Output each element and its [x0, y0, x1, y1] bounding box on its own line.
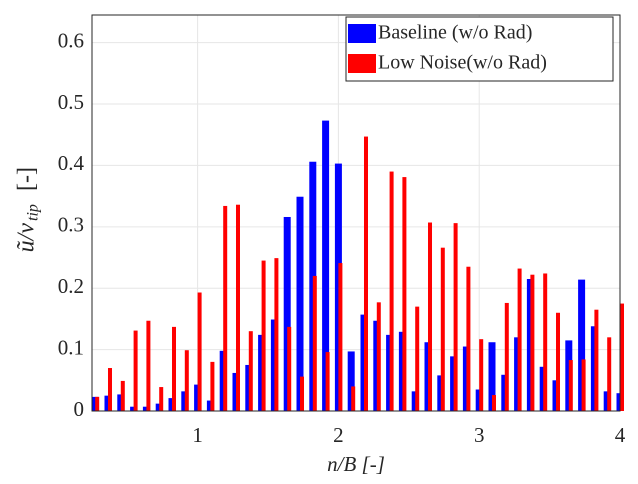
bar — [453, 223, 458, 411]
bar — [556, 312, 561, 411]
bar — [223, 205, 228, 411]
bar — [274, 258, 279, 411]
bar — [338, 263, 343, 411]
axes-frame — [91, 14, 621, 412]
bar — [466, 266, 471, 411]
bar — [312, 275, 317, 411]
x-tick-label: 4 — [615, 423, 626, 447]
bar — [210, 361, 215, 411]
bar — [376, 302, 381, 411]
bar — [283, 216, 291, 411]
bar — [479, 339, 484, 411]
bar — [543, 273, 548, 411]
bar — [107, 368, 112, 411]
y-label-subscript: tip — [25, 204, 42, 221]
bar — [568, 360, 573, 411]
x-tick-label: 1 — [192, 423, 203, 447]
bar — [296, 196, 304, 411]
bar — [351, 386, 356, 411]
bar — [620, 303, 624, 411]
bar — [133, 330, 138, 411]
bar — [120, 380, 125, 411]
bar — [530, 274, 535, 411]
bar — [347, 351, 355, 411]
bar — [578, 279, 586, 411]
bar — [415, 306, 420, 411]
legend-label: Low Noise(w/o Rad) — [378, 52, 547, 74]
bar — [146, 320, 151, 411]
bar — [184, 350, 189, 411]
y-tick-label: 0.5 — [58, 90, 84, 114]
y-label-unit: [-] — [14, 167, 40, 191]
bar — [402, 177, 407, 411]
y-tick-label: 0 — [74, 397, 85, 421]
bar — [491, 395, 496, 411]
bar — [197, 292, 202, 411]
y-axis-label: ũ/v tip [-] — [14, 167, 42, 252]
legend-swatch — [348, 54, 376, 73]
bar — [159, 387, 164, 411]
y-tick-label: 0.4 — [58, 151, 85, 175]
y-tick-label: 0.3 — [58, 213, 84, 237]
x-tick-label: 3 — [474, 423, 485, 447]
bar — [248, 331, 253, 411]
bar — [261, 260, 266, 411]
y-label-main: ũ/v — [14, 223, 40, 253]
bar — [300, 376, 305, 411]
bar — [322, 120, 330, 411]
bar — [504, 302, 509, 411]
bar — [607, 337, 612, 411]
bar — [594, 309, 599, 411]
bar — [488, 342, 496, 411]
bar — [389, 171, 394, 411]
bar — [363, 136, 368, 411]
bar — [287, 326, 292, 411]
x-tick-label: 2 — [333, 423, 344, 447]
bar — [581, 359, 586, 411]
bar — [325, 352, 330, 411]
legend-box — [345, 16, 614, 82]
bar — [440, 247, 445, 411]
bar — [95, 396, 100, 411]
legend-swatch — [348, 24, 376, 43]
y-tick-label: 0.2 — [58, 274, 84, 298]
legend-label: Baseline (w/o Rad) — [378, 22, 532, 44]
y-tick-label: 0.6 — [58, 28, 84, 52]
bar — [517, 268, 522, 411]
bar — [172, 326, 177, 411]
y-tick-label: 0.1 — [58, 335, 84, 359]
bar — [428, 222, 433, 411]
bar — [235, 204, 240, 411]
x-axis-label: n/B [-] — [327, 452, 385, 476]
